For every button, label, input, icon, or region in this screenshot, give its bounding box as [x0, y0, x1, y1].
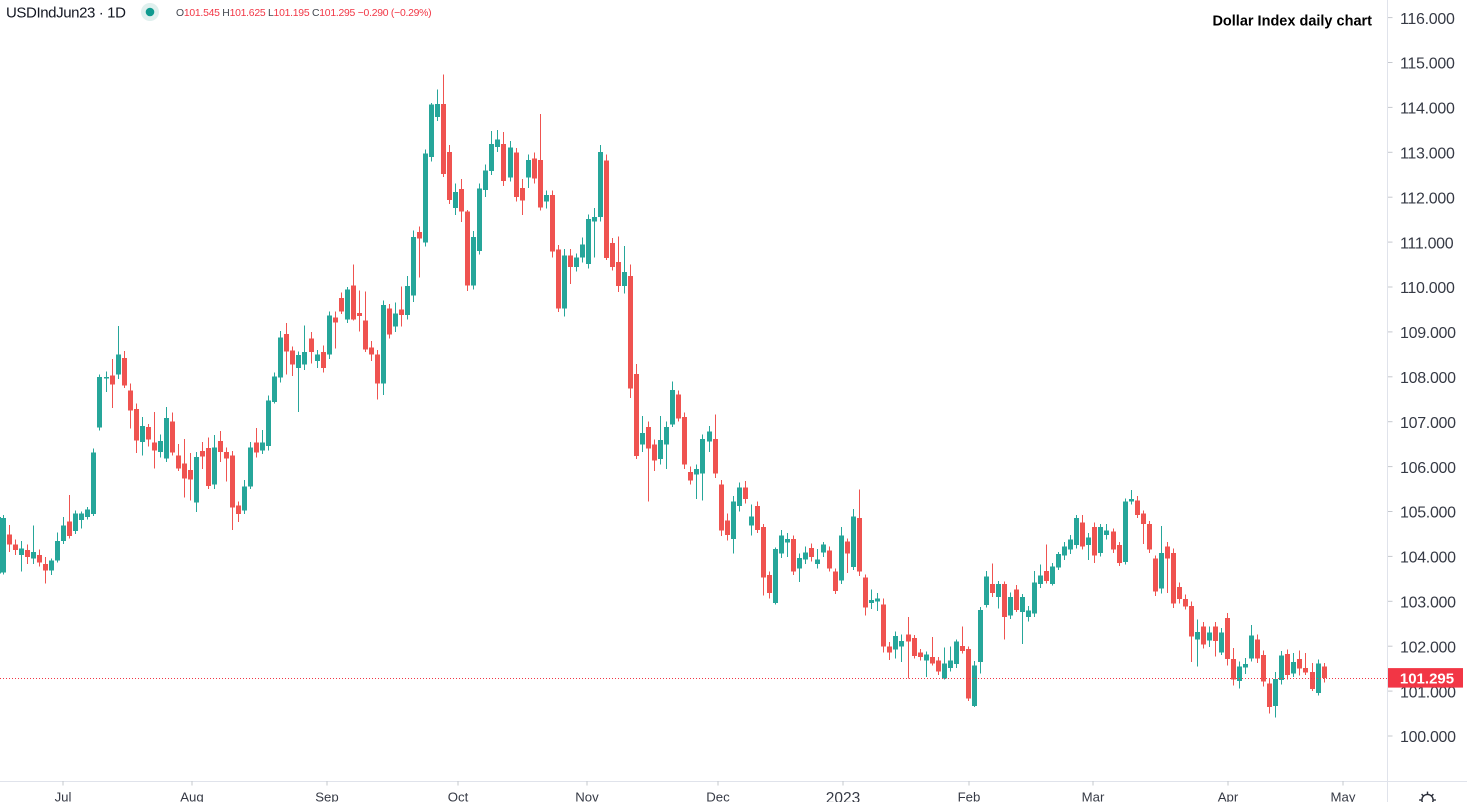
svg-text:108.000: 108.000	[1400, 370, 1456, 387]
svg-text:114.000: 114.000	[1400, 101, 1455, 118]
svg-text:105.000: 105.000	[1400, 505, 1456, 522]
svg-text:Apr: Apr	[1218, 790, 1239, 802]
svg-text:Dec: Dec	[706, 790, 730, 802]
svg-text:107.000: 107.000	[1400, 415, 1456, 432]
svg-text:Aug: Aug	[180, 790, 203, 802]
svg-text:110.000: 110.000	[1400, 280, 1455, 297]
svg-text:113.000: 113.000	[1400, 146, 1455, 163]
svg-text:Mar: Mar	[1082, 790, 1105, 802]
svg-text:May: May	[1331, 790, 1356, 802]
svg-text:USDIndJun23 · 1D: USDIndJun23 · 1D	[6, 5, 126, 22]
svg-text:104.000: 104.000	[1400, 550, 1456, 567]
svg-text:101.295: 101.295	[1400, 670, 1454, 687]
svg-text:2023: 2023	[826, 790, 860, 802]
svg-text:112.000: 112.000	[1400, 190, 1455, 207]
svg-text:O101.545 H101.625 L101.195 C10: O101.545 H101.625 L101.195 C101.295 −0.2…	[176, 8, 431, 19]
svg-text:115.000: 115.000	[1400, 56, 1455, 73]
svg-text:102.000: 102.000	[1400, 639, 1456, 656]
svg-text:Jul: Jul	[55, 790, 72, 802]
svg-text:100.000: 100.000	[1400, 729, 1456, 746]
svg-text:111.000: 111.000	[1400, 235, 1454, 252]
svg-text:Nov: Nov	[575, 790, 599, 802]
svg-text:Dollar Index daily chart: Dollar Index daily chart	[1212, 14, 1372, 30]
svg-text:103.000: 103.000	[1400, 595, 1456, 612]
svg-text:Sep: Sep	[315, 790, 338, 802]
svg-text:101.000: 101.000	[1400, 684, 1456, 701]
svg-text:109.000: 109.000	[1400, 325, 1456, 342]
svg-text:106.000: 106.000	[1400, 460, 1456, 477]
svg-text:116.000: 116.000	[1400, 11, 1455, 28]
svg-text:Oct: Oct	[448, 790, 469, 802]
svg-text:Feb: Feb	[958, 790, 981, 802]
